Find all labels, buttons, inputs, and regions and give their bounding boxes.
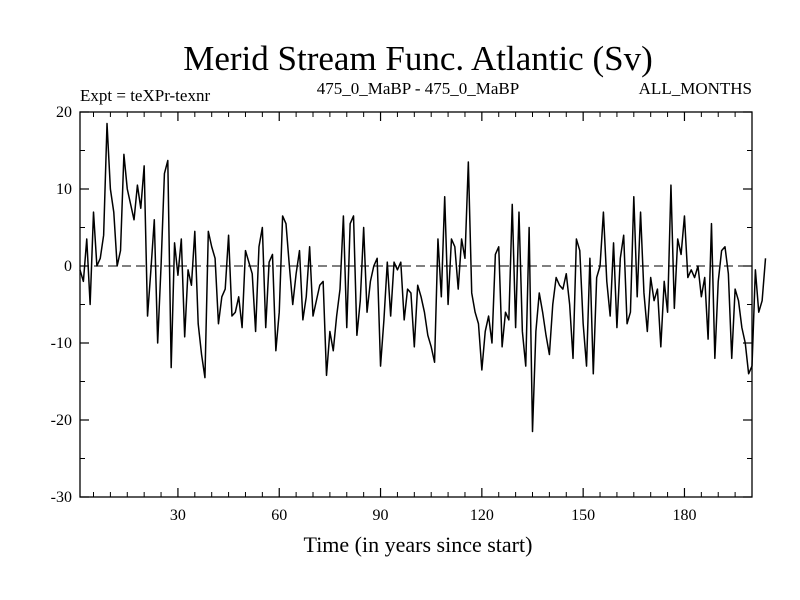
months-label: ALL_MONTHS <box>639 79 752 98</box>
y-tick-label: -20 <box>51 412 72 429</box>
x-tick-label: 150 <box>571 507 595 524</box>
x-tick-label: 180 <box>672 507 696 524</box>
series-line <box>79 122 767 433</box>
y-tick-label: -10 <box>51 335 72 352</box>
y-tick-label: 0 <box>64 258 72 275</box>
y-tick-label: 20 <box>56 104 72 121</box>
period-label: 475_0_MaBP - 475_0_MaBP <box>317 79 519 98</box>
x-tick-label: 90 <box>373 507 389 524</box>
x-axis-label: Time (in years since start) <box>304 532 533 557</box>
x-tick-label: 60 <box>271 507 287 524</box>
experiment-label: Expt = teXPr-texnr <box>80 86 210 105</box>
x-tick-label: 30 <box>170 507 186 524</box>
y-tick-label: 10 <box>56 181 72 198</box>
chart-title: Merid Stream Func. Atlantic (Sv) <box>183 39 653 78</box>
x-tick-label: 120 <box>470 507 494 524</box>
plot-area: 20 10 0 -10 -20 -30 30 60 90 120 150 180 <box>51 104 767 524</box>
y-tick-label: -30 <box>51 489 72 506</box>
